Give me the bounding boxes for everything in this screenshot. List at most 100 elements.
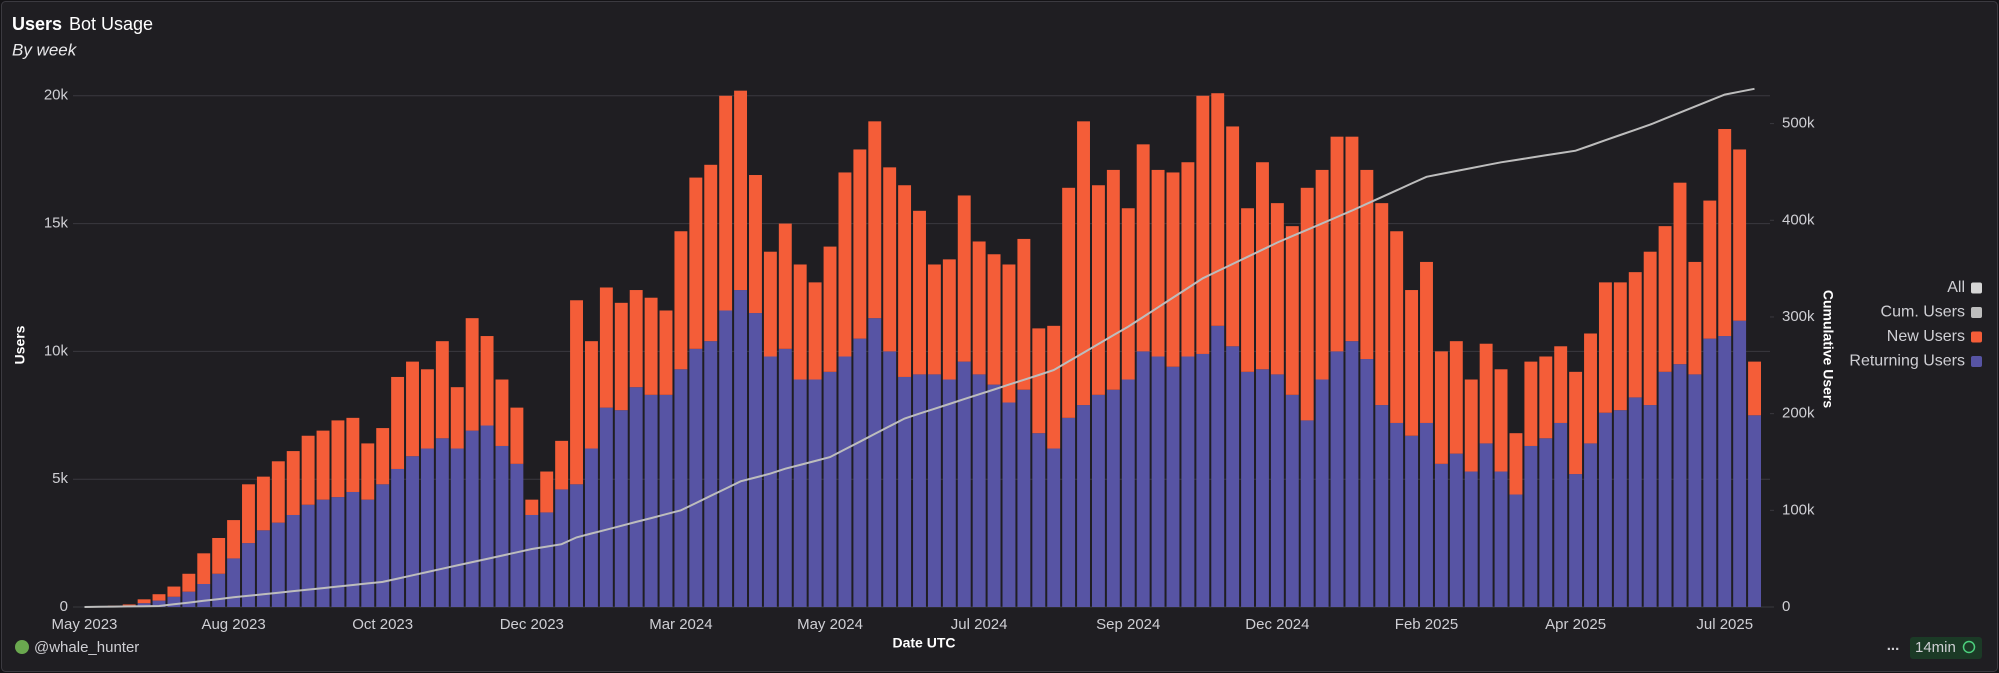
subtitle: By week <box>12 40 78 59</box>
x-tick-label: Sep 2024 <box>1096 616 1160 633</box>
bar <box>957 361 971 607</box>
bar <box>1345 136 1359 342</box>
bar <box>734 90 748 291</box>
chart-title: Users <box>12 14 62 34</box>
bar <box>1091 185 1105 395</box>
bar <box>540 471 554 513</box>
bar <box>346 417 360 492</box>
bar <box>1106 389 1120 607</box>
bar <box>1226 126 1240 347</box>
bar <box>1270 374 1284 607</box>
x-axis-title: Date UTC <box>892 635 955 651</box>
bar <box>1270 203 1284 375</box>
bar <box>271 522 285 607</box>
bar <box>674 231 688 370</box>
legend-label: All <box>1947 279 1965 296</box>
bar <box>331 420 345 498</box>
bar <box>1256 369 1269 607</box>
bar <box>823 246 837 372</box>
bar <box>1598 282 1612 413</box>
y2-tick-label: 200k <box>1782 405 1815 422</box>
x-tick-label: Aug 2023 <box>201 616 265 633</box>
bar <box>331 497 345 607</box>
bar <box>510 463 524 607</box>
bar <box>1598 412 1612 607</box>
bar <box>749 313 762 607</box>
bar <box>584 448 598 607</box>
bar <box>1703 200 1717 339</box>
bar <box>242 543 255 607</box>
bar <box>898 376 912 607</box>
legend-swatch <box>1971 307 1982 318</box>
bar <box>868 318 882 607</box>
bar <box>1121 208 1135 380</box>
bar <box>1405 290 1419 436</box>
bar <box>898 185 912 377</box>
bar <box>212 573 226 607</box>
bar <box>316 499 330 607</box>
bar <box>778 348 792 607</box>
bar <box>376 484 390 607</box>
bar <box>495 445 509 607</box>
x-tick-label: Mar 2024 <box>649 616 712 633</box>
bar <box>1628 397 1642 607</box>
bar <box>629 387 643 607</box>
y2-tick-label: 100k <box>1782 501 1815 518</box>
bar <box>644 394 658 607</box>
bar <box>450 387 464 449</box>
bar <box>1539 356 1553 439</box>
refresh-badge <box>1910 637 1982 659</box>
bar <box>793 379 807 607</box>
bar <box>868 121 882 319</box>
bar <box>584 341 598 449</box>
x-tick-label: Jul 2025 <box>1696 616 1753 633</box>
bar <box>927 374 941 607</box>
bar <box>1360 359 1374 607</box>
bar <box>1002 264 1016 403</box>
bar <box>1062 187 1076 418</box>
bar <box>599 287 613 408</box>
bar <box>152 594 166 601</box>
bar <box>927 264 941 375</box>
bar <box>1748 361 1761 416</box>
bar <box>1166 172 1180 367</box>
bar <box>525 499 539 515</box>
y-tick-label: 0 <box>60 598 68 615</box>
bar <box>301 504 315 607</box>
bar <box>301 435 315 505</box>
menu[interactable]: ... <box>1887 637 1900 654</box>
bar <box>167 586 181 597</box>
bar <box>1613 282 1627 411</box>
bar <box>435 438 449 607</box>
bar <box>778 223 792 349</box>
bar <box>435 341 449 439</box>
bar <box>1390 422 1404 607</box>
bar <box>1181 356 1195 607</box>
bar <box>913 374 926 607</box>
bar <box>1136 351 1150 607</box>
bar <box>614 410 628 607</box>
bar <box>674 369 688 607</box>
bar <box>614 302 628 411</box>
bar <box>406 361 419 457</box>
bar <box>152 600 166 607</box>
bar <box>227 558 241 607</box>
tab[interactable]: Bot Usage <box>69 14 153 34</box>
bar <box>1420 422 1433 607</box>
bar <box>1434 351 1448 464</box>
bar <box>286 514 300 607</box>
bar <box>1569 474 1583 607</box>
bar <box>599 407 613 607</box>
x-tick-label: May 2024 <box>797 616 863 633</box>
bar <box>167 596 181 607</box>
bar <box>1718 336 1732 607</box>
bar <box>182 591 196 607</box>
bar <box>1300 187 1314 421</box>
bar <box>1703 338 1717 607</box>
author[interactable]: @whale_hunter <box>34 639 139 656</box>
legend-label: New Users <box>1887 328 1965 345</box>
bar <box>1181 162 1195 357</box>
bar <box>763 251 777 357</box>
bar <box>1628 272 1642 398</box>
x-tick-label: Dec 2023 <box>500 616 564 633</box>
